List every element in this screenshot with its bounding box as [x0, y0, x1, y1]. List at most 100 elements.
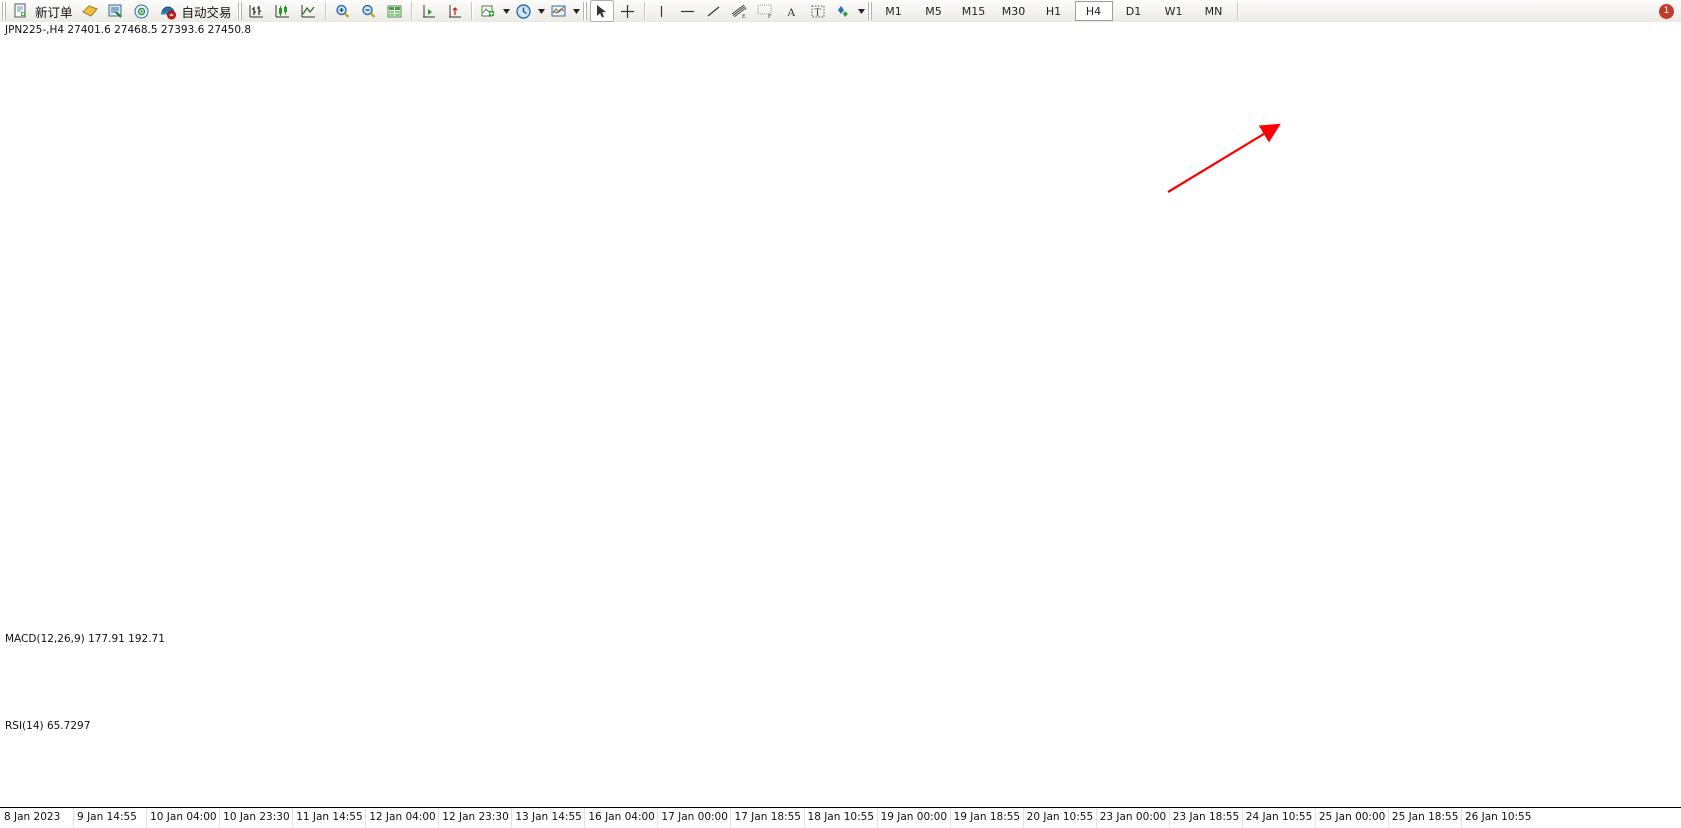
time-axis-label: 23 Jan 18:55: [1172, 811, 1240, 823]
auto-scroll-icon[interactable]: [443, 0, 467, 22]
tile-windows-icon[interactable]: [383, 0, 407, 22]
svg-text:F: F: [768, 14, 772, 19]
fibonacci-icon[interactable]: E: [728, 0, 752, 22]
svg-text:E: E: [742, 14, 746, 19]
toolbar-right-group: 1: [1659, 3, 1681, 19]
candlestick-chart-icon[interactable]: [271, 0, 295, 22]
toolbar-grip-2[interactable]: [236, 2, 242, 20]
zoom-out-icon[interactable]: [357, 0, 381, 22]
time-axis-label: 16 Jan 04:00: [588, 811, 655, 823]
period-icon[interactable]: [512, 0, 536, 22]
zoom-in-icon[interactable]: [331, 0, 355, 22]
timeframe-w1[interactable]: W1: [1164, 4, 1183, 18]
crosshair-icon[interactable]: [616, 0, 640, 22]
time-axis-label: 17 Jan 00:00: [661, 811, 728, 823]
bar-chart-icon[interactable]: [245, 0, 269, 22]
main-toolbar: 新订单: [0, 0, 1681, 23]
timeframe-m1[interactable]: M1: [885, 4, 902, 18]
navigator-icon[interactable]: [130, 0, 154, 22]
time-axis-label: 26 Jan 10:55: [1464, 811, 1532, 823]
time-axis-separator: [438, 808, 440, 828]
svg-text:A: A: [787, 5, 796, 19]
horizontal-line-icon[interactable]: [676, 0, 700, 22]
trend-arrow-annotation[interactable]: [0, 22, 1534, 630]
time-axis-label: 20 Jan 10:55: [1026, 811, 1094, 823]
toolbar-grip-4[interactable]: [866, 2, 872, 20]
time-axis-label: 19 Jan 00:00: [880, 811, 948, 823]
time-axis-separator: [1168, 808, 1170, 828]
toolbar-separator-2: [410, 2, 413, 20]
time-axis-separator: [1387, 808, 1389, 828]
new-order-label[interactable]: 新订单: [35, 4, 73, 20]
time-axis-separator: [511, 808, 513, 828]
toolbar-separator-3: [470, 2, 473, 20]
chart-area[interactable]: JPN225-,H4 27401.6 27468.5 27393.6 27450…: [0, 22, 1681, 828]
time-axis-separator: [949, 808, 951, 828]
text-icon[interactable]: A: [780, 0, 804, 22]
channel-icon[interactable]: F: [754, 0, 778, 22]
time-axis-label: 10 Jan 04:00: [150, 811, 217, 823]
symbol-ohlc-label: JPN225-,H4 27401.6 27468.5 27393.6 27450…: [5, 24, 252, 36]
svg-text:T: T: [814, 7, 820, 18]
time-axis-label: 12 Jan 04:00: [369, 811, 436, 823]
time-axis-separator: [1314, 808, 1316, 828]
time-axis-separator: [365, 808, 367, 828]
data-window-icon[interactable]: [104, 0, 128, 22]
toolbar-grip[interactable]: [1, 2, 6, 20]
label-icon[interactable]: T: [806, 0, 830, 22]
chevron-down-icon-indicators[interactable]: [502, 2, 511, 20]
time-axis-separator: [292, 808, 294, 828]
timeframe-mn[interactable]: MN: [1204, 4, 1223, 18]
trendline-icon[interactable]: [702, 0, 726, 22]
new-order-icon[interactable]: [9, 0, 33, 22]
shapes-icon[interactable]: [832, 0, 856, 22]
time-axis-label: 19 Jan 18:55: [953, 811, 1021, 823]
time-axis-label: 24 Jan 10:55: [1245, 811, 1313, 823]
toolbar-grip-3[interactable]: [581, 2, 587, 20]
chevron-down-icon-period[interactable]: [537, 2, 546, 20]
chevron-down-icon-shapes[interactable]: [857, 2, 866, 20]
auto-trading-label[interactable]: 自动交易: [181, 4, 232, 20]
time-axis-separator: [584, 808, 586, 828]
vertical-line-icon[interactable]: [650, 0, 674, 22]
time-axis-separator: [73, 808, 75, 828]
time-axis-separator: [730, 808, 732, 828]
time-axis-separator: [1095, 808, 1097, 828]
notification-badge[interactable]: 1: [1659, 3, 1674, 19]
time-axis-separator: [219, 808, 221, 828]
time-axis-label: 10 Jan 23:30: [223, 811, 290, 823]
time-axis-separator: [146, 808, 148, 828]
expert-advisors-icon[interactable]: [78, 0, 102, 22]
time-axis-separator: [657, 808, 659, 828]
shift-end-icon[interactable]: [417, 0, 441, 22]
time-axis[interactable]: 8 Jan 2023 9 Jan 14:55 10 Jan 04:00 10 Jan …: [0, 807, 1681, 828]
timeframe-h1[interactable]: H1: [1045, 4, 1062, 18]
templates-icon[interactable]: [547, 0, 571, 22]
rsi-label: RSI(14) 65.7297: [5, 720, 91, 732]
timeframe-h4[interactable]: H4: [1074, 1, 1113, 21]
time-axis-label: 18 Jan 10:55: [807, 811, 874, 823]
cursor-icon[interactable]: [589, 0, 614, 22]
time-axis-label: 8 Jan 2023: [4, 811, 61, 823]
time-axis-label: 11 Jan 14:55: [296, 811, 363, 823]
time-axis-label: 12 Jan 23:30: [442, 811, 509, 823]
chevron-down-icon-templates[interactable]: [572, 2, 581, 20]
line-chart-icon[interactable]: [297, 0, 321, 22]
time-axis-separator: [876, 808, 878, 828]
add-indicator-icon[interactable]: [477, 0, 501, 22]
time-axis-separator: [803, 808, 805, 828]
time-axis-label: 23 Jan 00:00: [1099, 811, 1167, 823]
time-axis-separator: [1241, 808, 1243, 828]
timeframe-d1[interactable]: D1: [1125, 4, 1142, 18]
time-axis-separator: [1460, 808, 1462, 828]
time-axis-label: 25 Jan 18:55: [1391, 811, 1459, 823]
time-axis-label: 13 Jan 14:55: [515, 811, 582, 823]
auto-trading-icon[interactable]: [156, 0, 180, 22]
toolbar-separator-1: [324, 2, 327, 20]
toolbar-separator-5: [1236, 2, 1239, 20]
time-axis-separator: [1022, 808, 1024, 828]
timeframe-m30[interactable]: M30: [1001, 4, 1026, 18]
timeframe-m5[interactable]: M5: [925, 4, 942, 18]
timeframe-m15[interactable]: M15: [961, 4, 986, 18]
